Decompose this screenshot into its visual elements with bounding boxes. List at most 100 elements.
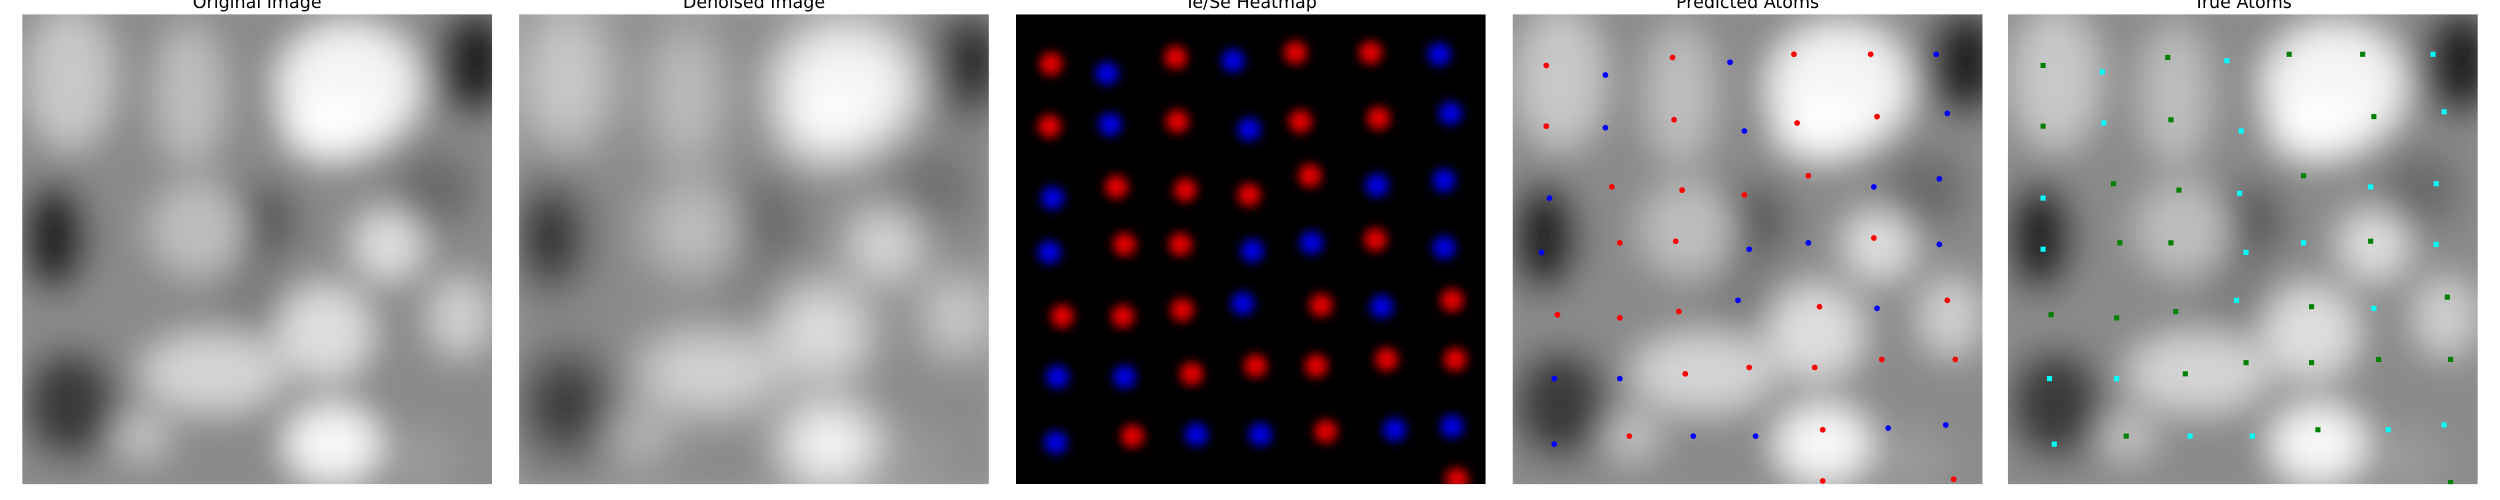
atom-marker: [1870, 235, 1877, 241]
atom-marker: [2114, 315, 2120, 321]
atom-marker: [1626, 433, 1633, 440]
atom-marker: [1791, 51, 1797, 58]
atom-marker: [1682, 370, 1689, 377]
atom-marker: [2048, 312, 2054, 318]
grayscale-image: [22, 14, 493, 485]
grayscale-image: [519, 14, 989, 485]
atom-marker: [2173, 308, 2179, 315]
atom-marker: [2224, 58, 2230, 64]
heat-spot: [1431, 234, 1457, 261]
atom-marker: [1690, 433, 1697, 440]
atom-marker: [2182, 371, 2188, 377]
atom-marker: [2433, 181, 2439, 187]
heat-spot: [1044, 364, 1071, 390]
heat-spot: [1094, 60, 1120, 87]
heat-spot: [1247, 421, 1274, 448]
atom-marker: [1735, 297, 1741, 304]
atom-marker: [2176, 187, 2182, 193]
atom-marker: [2368, 184, 2374, 190]
atom-marker: [1805, 172, 1812, 179]
atom-marker: [2117, 240, 2123, 246]
heat-spot: [1167, 231, 1194, 258]
atom-marker: [2238, 128, 2244, 134]
heat-spot: [1373, 346, 1400, 373]
heat-spot: [1364, 172, 1390, 199]
atom-marker: [1546, 195, 1553, 201]
atom-marker: [2046, 376, 2053, 382]
atom-marker: [1819, 426, 1826, 433]
heat-spot: [1236, 182, 1262, 208]
atom-marker: [1805, 239, 1812, 246]
atom-marker: [2441, 109, 2447, 115]
panel: [2007, 14, 2478, 485]
heat-spot: [1043, 429, 1069, 456]
heat-spot: [1439, 413, 1465, 440]
atom-marker: [1870, 184, 1877, 190]
heat-spot: [1444, 466, 1470, 485]
grayscale-image: [2007, 14, 2478, 485]
heat-spot: [1437, 100, 1464, 127]
atom-marker: [2165, 54, 2171, 61]
panel: [1015, 14, 1486, 485]
heat-spot: [1097, 111, 1123, 138]
heat-spot: [1183, 421, 1210, 448]
atom-marker: [2040, 246, 2046, 252]
atom-marker: [2444, 294, 2450, 300]
heat-spot: [1111, 231, 1138, 258]
atom-marker: [2430, 51, 2436, 57]
heat-spot: [1308, 292, 1334, 318]
panel: [1512, 14, 1983, 485]
atom-marker: [1676, 308, 1682, 315]
atom-marker: [2308, 304, 2315, 310]
panel-title: True Atoms: [2193, 0, 2292, 13]
atom-marker: [1952, 356, 1959, 363]
heat-spot: [1103, 174, 1130, 200]
atom-marker: [1554, 311, 1561, 318]
heat-spot: [1365, 105, 1392, 131]
panel-title: Te/Se Heatmap: [1184, 0, 1317, 13]
atom-marker: [2371, 114, 2377, 120]
atom-marker: [1794, 120, 1801, 126]
atom-marker: [1936, 176, 1943, 182]
heat-spot: [1164, 108, 1191, 135]
atom-marker: [1543, 62, 1550, 69]
atom-marker: [1944, 297, 1951, 304]
heat-spot: [1431, 167, 1457, 194]
heat-spot: [1242, 353, 1269, 379]
atom-marker: [2099, 69, 2105, 75]
heat-spot: [1230, 290, 1256, 317]
atom-marker: [2301, 173, 2307, 179]
atom-marker: [1727, 59, 1733, 66]
atom-marker: [2447, 479, 2454, 485]
heat-spot: [1049, 303, 1075, 330]
atom-marker: [1616, 239, 1623, 246]
atom-marker: [1671, 116, 1677, 123]
atom-marker: [2385, 427, 2391, 433]
atom-marker: [2433, 241, 2439, 247]
heat-spot: [1297, 162, 1323, 189]
atom-marker: [2110, 181, 2116, 187]
heat-spot: [1036, 113, 1063, 139]
panel-title: Denoised Image: [683, 0, 825, 13]
atom-marker: [2168, 117, 2174, 123]
atom-marker: [1816, 303, 1823, 310]
panel-title: Predicted Atoms: [1676, 0, 1819, 13]
atom-marker: [1551, 375, 1558, 382]
atom-marker: [1679, 187, 1685, 193]
atom-marker: [2315, 427, 2321, 433]
atom-marker: [2447, 356, 2454, 362]
atom-marker: [1878, 356, 1885, 363]
atom-marker: [1936, 241, 1943, 248]
atom-marker: [2040, 62, 2046, 69]
atom-marker: [1944, 110, 1951, 117]
panel-title: Original Image: [193, 0, 322, 13]
atom-marker: [2233, 297, 2239, 303]
atom-marker: [2371, 305, 2377, 311]
heat-spot: [1303, 353, 1330, 379]
atom-marker: [2441, 422, 2447, 428]
atom-marker: [1746, 364, 1753, 371]
heat-spot: [1178, 361, 1205, 387]
heat-spot: [1038, 51, 1064, 77]
atom-marker: [2360, 51, 2366, 57]
